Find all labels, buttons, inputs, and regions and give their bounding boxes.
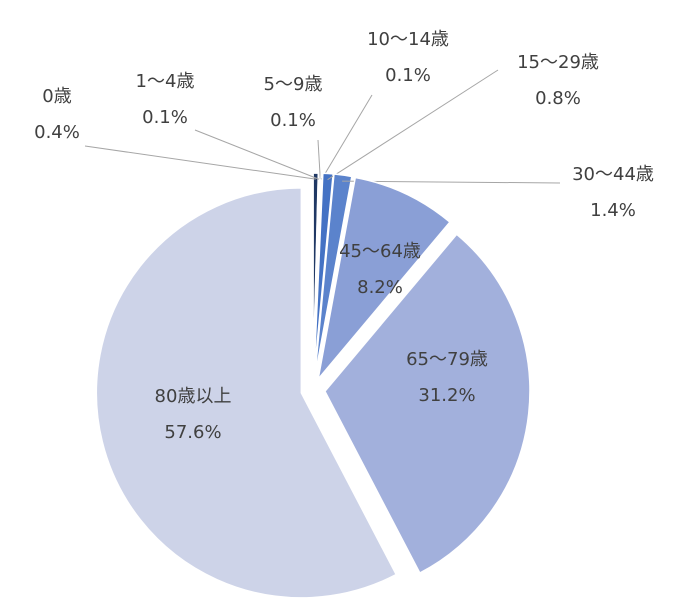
slice-value-label: 31.2% — [418, 385, 475, 406]
slice-category-label: 65～79歳 — [406, 349, 488, 370]
pie-slice — [95, 187, 398, 599]
slice-category-label: 10～14歳 — [367, 29, 449, 50]
slice-category-label: 15～29歳 — [517, 52, 599, 73]
slice-category-label: 45～64歳 — [339, 241, 421, 262]
slice-value-label: 0.1% — [142, 107, 188, 128]
leader-line — [327, 69, 499, 181]
slice-category-label: 80歳以上 — [155, 386, 232, 407]
leader-line — [317, 139, 321, 180]
leader-line — [194, 129, 320, 180]
slice-value-label: 0.1% — [270, 110, 316, 131]
leader-line — [321, 94, 373, 180]
pie-slice — [324, 233, 531, 575]
slice-value-label: 8.2% — [357, 277, 403, 298]
slice-value-label: 1.4% — [590, 200, 636, 221]
pie-slice — [313, 172, 334, 379]
slice-category-label: 5～9歳 — [264, 74, 323, 95]
slice-value-label: 0.1% — [385, 65, 431, 86]
slice-category-label: 1～4歳 — [136, 71, 195, 92]
slice-value-label: 57.6% — [164, 422, 221, 443]
pie-slice — [316, 176, 451, 382]
leader-line — [342, 180, 561, 184]
leader-line — [84, 145, 316, 180]
slice-value-label: 0.8% — [535, 88, 581, 109]
slice-value-label: 0.4% — [34, 122, 80, 143]
slice-category-label: 0歳 — [42, 86, 71, 107]
pie-slice — [313, 173, 353, 379]
slice-category-label: 30～44歳 — [572, 164, 654, 185]
